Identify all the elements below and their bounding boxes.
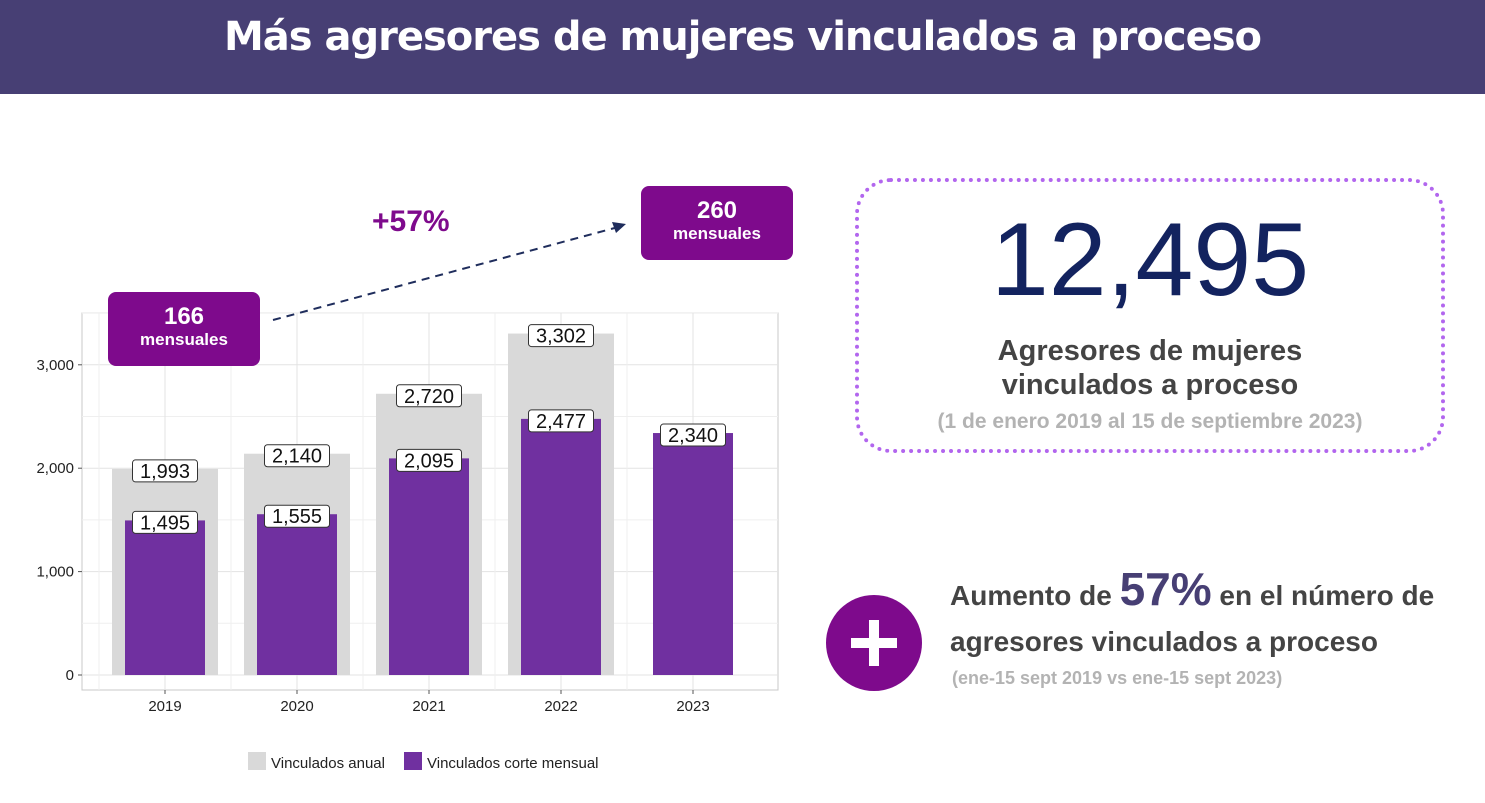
total-summary-box: 12,495 Agresores de mujeres vinculados a…	[855, 178, 1445, 453]
bar-mensual-2020	[257, 514, 337, 675]
legend-swatch-mensual	[404, 752, 422, 770]
data-label-anual-2021-box	[396, 384, 462, 408]
x-tick-label-2023: 2023	[676, 698, 709, 715]
page-title: Más agresores de mujeres vinculados a pr…	[223, 14, 1262, 60]
legend-label-anual: Vinculados anual	[271, 755, 385, 772]
bar-mensual-2022	[521, 418, 601, 675]
data-label-mensual-2022-text: 2,477	[536, 411, 586, 433]
legend-swatch-anual	[248, 752, 266, 770]
data-label-mensual-2020: 1,555	[264, 504, 330, 528]
increase-pct: 57%	[1119, 563, 1212, 615]
data-label-mensual-2023-box	[660, 423, 726, 447]
growth-arrowhead	[612, 222, 626, 233]
bar-mensual-2019	[125, 520, 205, 675]
increase-statement: Aumento de 57% en el número de agresores…	[950, 566, 1480, 665]
data-label-mensual-2021-text: 2,095	[404, 450, 454, 472]
x-tick-label-2022: 2022	[544, 698, 577, 715]
callout-right-value: 260	[696, 197, 738, 224]
data-label-anual-2019-text: 1,993	[140, 461, 190, 483]
data-label-mensual-2021: 2,095	[396, 448, 462, 472]
title-banner: Más agresores de mujeres vinculados a pr…	[0, 0, 1485, 94]
data-label-anual-2021: 2,720	[396, 384, 462, 408]
legend-label-mensual: Vinculados corte mensual	[427, 755, 599, 772]
data-label-anual-2020: 2,140	[264, 444, 330, 468]
increase-suffix: en el número de agresores vinculados a p…	[950, 580, 1435, 657]
data-label-mensual-2023: 2,340	[660, 423, 726, 447]
total-label-text: Agresores de mujeres vinculados a proces…	[997, 335, 1303, 401]
data-label-mensual-2019-text: 1,495	[140, 512, 190, 534]
bar-chart: 1,993 1,495 2,140 1,555 2,720 2,095 3,302 2,477…	[36, 222, 779, 772]
data-label-mensual-2020-text: 1,555	[272, 506, 322, 528]
increase-date-range: (ene-15 sept 2019 vs ene-15 sept 2023)	[952, 668, 1283, 688]
x-tick-label-2020: 2020	[280, 698, 313, 715]
data-label-anual-2020-box	[264, 444, 330, 468]
callout-2023-monthly: 260 mensuales	[641, 186, 793, 260]
data-label-mensual-2022: 2,477	[528, 409, 594, 433]
callout-right-unit: mensuales	[673, 224, 761, 243]
total-label: Agresores de mujeres vinculados a proces…	[859, 334, 1441, 402]
data-label-anual-2022: 3,302	[528, 324, 594, 348]
x-tick-label-2019: 2019	[148, 698, 181, 715]
bar-mensual-2021	[389, 458, 469, 675]
data-label-anual-2019: 1,993	[132, 459, 198, 483]
x-tick-label-2021: 2021	[412, 698, 445, 715]
data-label-anual-2022-text: 3,302	[536, 326, 586, 348]
data-label-anual-2019-box	[132, 459, 198, 483]
data-label-mensual-2019-box	[132, 510, 198, 534]
y-tick-label-3000: 3,000	[36, 357, 74, 374]
data-label-mensual-2020-box	[264, 504, 330, 528]
growth-label: +57%	[372, 205, 450, 238]
callout-2019-monthly: 166 mensuales	[108, 292, 260, 366]
y-tick-label-2000: 2,000	[36, 460, 74, 477]
data-label-mensual-2022-box	[528, 409, 594, 433]
growth-arrow	[272, 225, 623, 321]
data-label-mensual-2021-box	[396, 448, 462, 472]
increase-prefix: Aumento de	[950, 580, 1120, 611]
data-label-anual-2021-text: 2,720	[404, 386, 454, 408]
plus-icon	[826, 595, 922, 691]
callout-left-value: 166	[163, 303, 205, 330]
callout-left-unit: mensuales	[140, 330, 228, 349]
y-tick-label-1000: 1,000	[36, 564, 74, 581]
data-label-anual-2022-box	[528, 324, 594, 348]
data-label-mensual-2023-text: 2,340	[668, 425, 718, 447]
y-tick-label-0: 0	[66, 667, 74, 684]
total-date-range: (1 de enero 2019 al 15 de septiembre 202…	[937, 410, 1363, 433]
data-label-anual-2020-text: 2,140	[272, 446, 322, 468]
total-value: 12,495	[990, 202, 1310, 318]
bar-mensual-2023	[653, 433, 733, 675]
data-label-mensual-2019: 1,495	[132, 510, 198, 534]
